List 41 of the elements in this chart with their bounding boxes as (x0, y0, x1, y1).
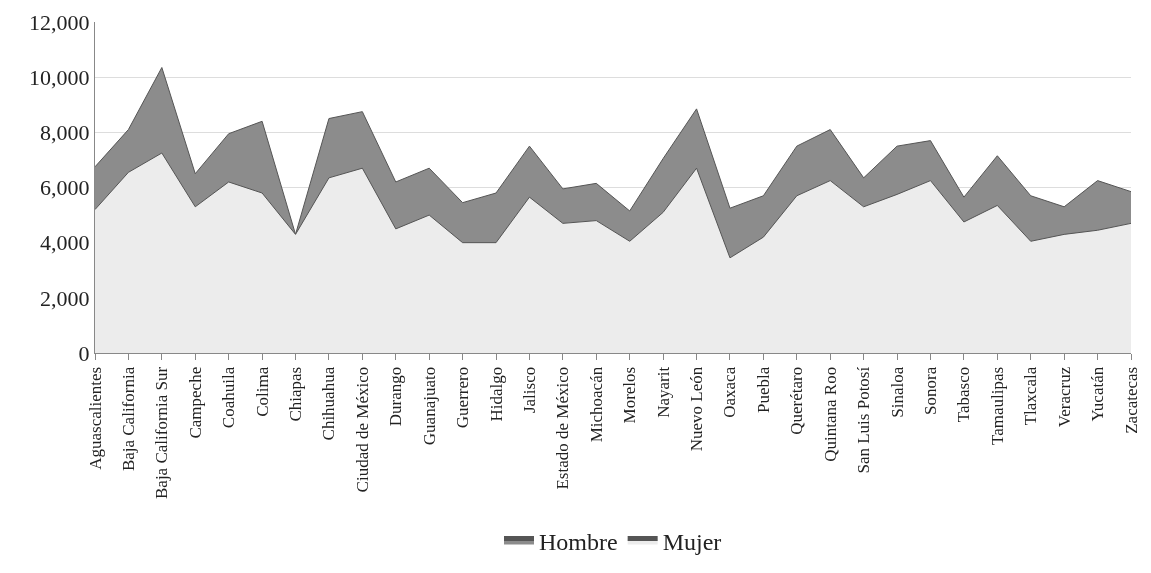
x-tick-label: Oaxaca (720, 366, 740, 418)
y-tick-label: 4,000 (40, 230, 90, 256)
x-tick-label: Colima (252, 366, 272, 417)
x-tick-label: Morelos (620, 366, 640, 424)
x-tick-label: Durango (386, 366, 406, 427)
y-tick-label: 10,000 (29, 64, 90, 90)
x-tick-label: Baja California (118, 366, 138, 472)
x-tick-label: Guanajuato (419, 366, 439, 446)
x-tick-label: Chihuahua (319, 366, 339, 441)
legend-label: Hombre (539, 528, 618, 555)
x-tick-label: Campeche (185, 366, 205, 439)
x-tick-label: Coahuila (219, 366, 239, 429)
x-tick-label: Tabasco (954, 366, 974, 423)
legend-label: Mujer (662, 528, 722, 555)
x-tick-label: Baja California Sur (152, 366, 172, 499)
x-tick-label: Guerrero (453, 366, 473, 429)
x-tick-label: Tlaxcala (1021, 366, 1041, 426)
x-tick-label: Veracruz (1054, 366, 1074, 428)
y-tick-label: 2,000 (40, 285, 90, 311)
x-tick-label: Zacatecas (1121, 366, 1141, 434)
x-tick-label: Sonora (921, 366, 941, 415)
x-tick-label: Michoacán (586, 366, 606, 443)
x-tick-label: Sinaloa (887, 366, 907, 418)
x-tick-label: Tamaulipas (987, 366, 1007, 445)
x-tick-label: Chiapas (286, 366, 306, 422)
x-tick-label: Nayarit (653, 366, 673, 418)
y-tick-label: 0 (78, 340, 90, 366)
x-tick-label: San Luis Potosí (854, 366, 874, 474)
x-tick-label: Nuevo León (687, 366, 707, 452)
x-tick-label: Jalisco (519, 366, 539, 414)
x-tick-label: Quintana Roo (820, 366, 840, 462)
x-tick-label: Puebla (753, 366, 773, 414)
x-tick-label: Hidalgo (486, 366, 506, 422)
y-tick-label: 6,000 (40, 175, 90, 201)
x-tick-label: Aguascalientes (85, 366, 105, 470)
y-tick-label: 8,000 (40, 120, 90, 146)
x-tick-label: Querétaro (787, 366, 807, 435)
x-tick-label: Estado de México (553, 366, 573, 490)
y-tick-label: 12,000 (29, 9, 90, 35)
x-tick-label: Yucatán (1088, 366, 1108, 422)
x-tick-label: Ciudad de México (352, 366, 372, 493)
